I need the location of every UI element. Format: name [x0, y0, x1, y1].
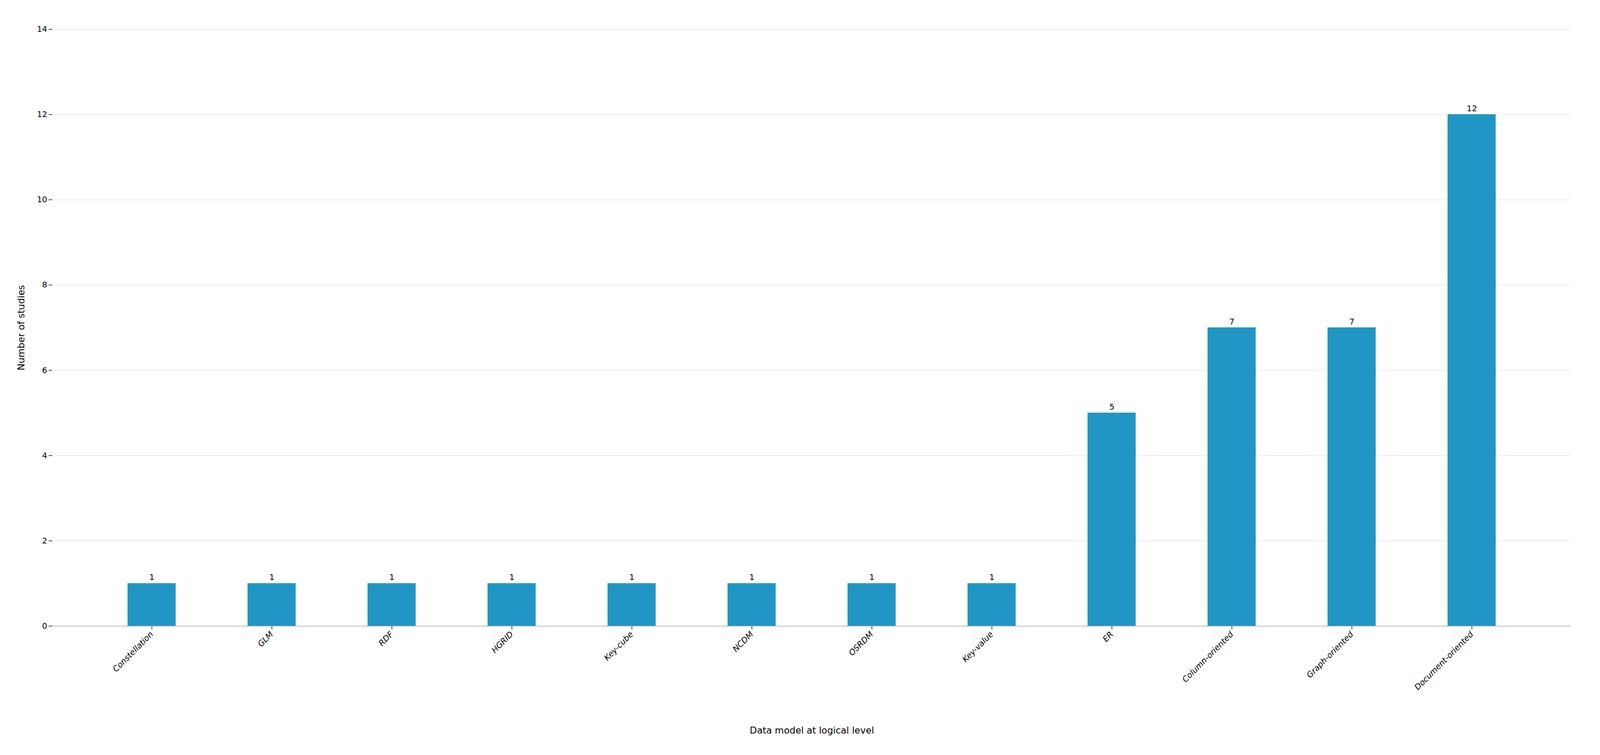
svg-text:Data model at logical level: Data model at logical level — [749, 725, 874, 737]
svg-text:6: 6 — [42, 365, 48, 376]
svg-text:Graph-oriented: Graph-oriented — [1304, 629, 1356, 680]
svg-text:1: 1 — [869, 572, 875, 583]
svg-text:RDF: RDF — [376, 629, 396, 649]
svg-text:Constellation: Constellation — [110, 629, 155, 674]
svg-text:1: 1 — [989, 572, 995, 583]
svg-text:1: 1 — [509, 572, 515, 583]
svg-text:1: 1 — [629, 572, 635, 583]
svg-text:Key-value: Key-value — [960, 629, 996, 665]
svg-text:GLM: GLM — [255, 629, 275, 649]
svg-text:10: 10 — [37, 194, 48, 205]
svg-text:OSRDM: OSRDM — [846, 629, 875, 658]
svg-text:1: 1 — [749, 572, 755, 583]
svg-text:12: 12 — [37, 109, 48, 119]
svg-text:4: 4 — [42, 451, 48, 461]
svg-text:0: 0 — [42, 621, 48, 631]
svg-text:7: 7 — [1349, 317, 1355, 327]
svg-text:5: 5 — [1109, 402, 1115, 412]
svg-text:Column-oriented: Column-oriented — [1180, 629, 1235, 685]
svg-text:14: 14 — [37, 24, 48, 34]
svg-text:1: 1 — [149, 572, 155, 583]
svg-text:ER: ER — [1100, 629, 1115, 644]
svg-text:1: 1 — [389, 572, 395, 583]
svg-text:8: 8 — [42, 280, 48, 290]
svg-text:12: 12 — [1466, 103, 1478, 114]
svg-text:1: 1 — [269, 572, 275, 583]
svg-text:Document-oriented: Document-oriented — [1412, 629, 1476, 693]
svg-text:2: 2 — [42, 536, 48, 546]
svg-text:7: 7 — [1229, 317, 1235, 327]
svg-text:Key-cube: Key-cube — [602, 629, 636, 663]
svg-text:Number of studies: Number of studies — [15, 285, 27, 371]
svg-text:HGRID: HGRID — [489, 629, 515, 656]
svg-text:NCDM: NCDM — [730, 629, 755, 654]
